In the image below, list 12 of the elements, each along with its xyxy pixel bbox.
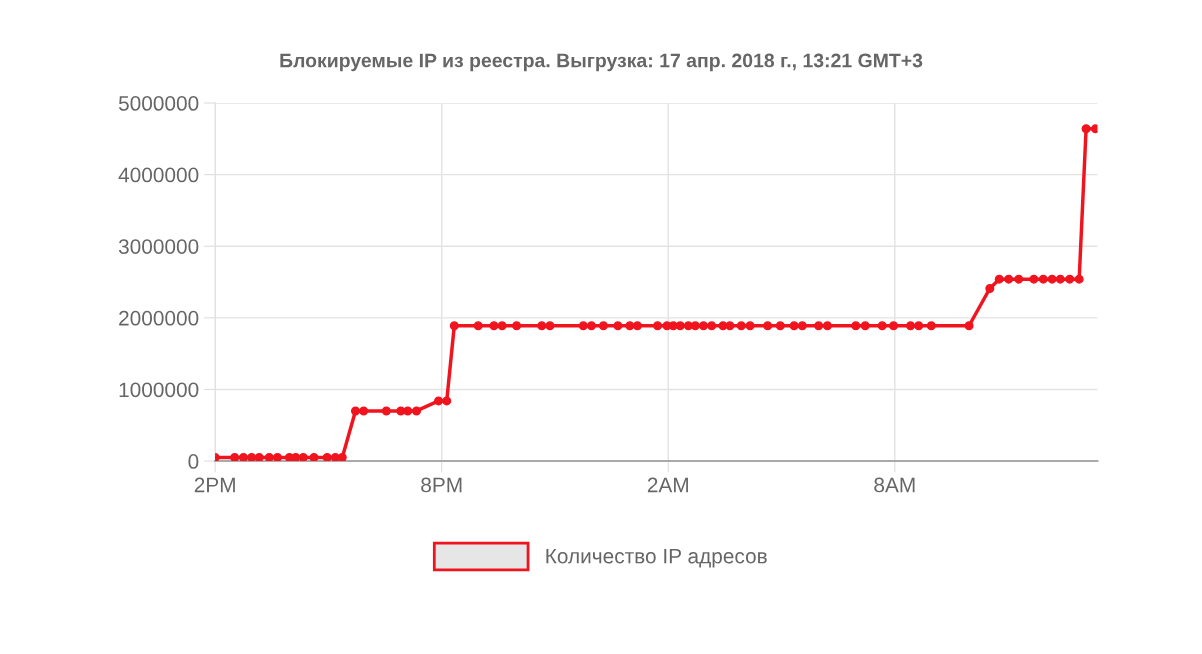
x-tick-label: 8AM <box>874 477 915 493</box>
x-tick-label: 2AM <box>647 477 688 493</box>
x-tick-label: 2PM <box>194 477 235 493</box>
y-tick-label: 3000000 <box>118 239 199 254</box>
legend-label: Количество IP адресов <box>546 548 767 568</box>
x-tick-label: 8PM <box>421 477 462 493</box>
y-tick-label: 2000000 <box>119 310 199 326</box>
y-tick-label: 5000000 <box>118 96 199 111</box>
y-tick-label: 0 <box>188 454 199 469</box>
chart-title: Блокируемые IP из реестра. Выгрузка: 17 апр. 2018 г., 13:21 GMT+3 <box>280 53 923 72</box>
y-tick-label: 4000000 <box>118 167 199 183</box>
y-tick-label: 1000000 <box>119 382 199 398</box>
